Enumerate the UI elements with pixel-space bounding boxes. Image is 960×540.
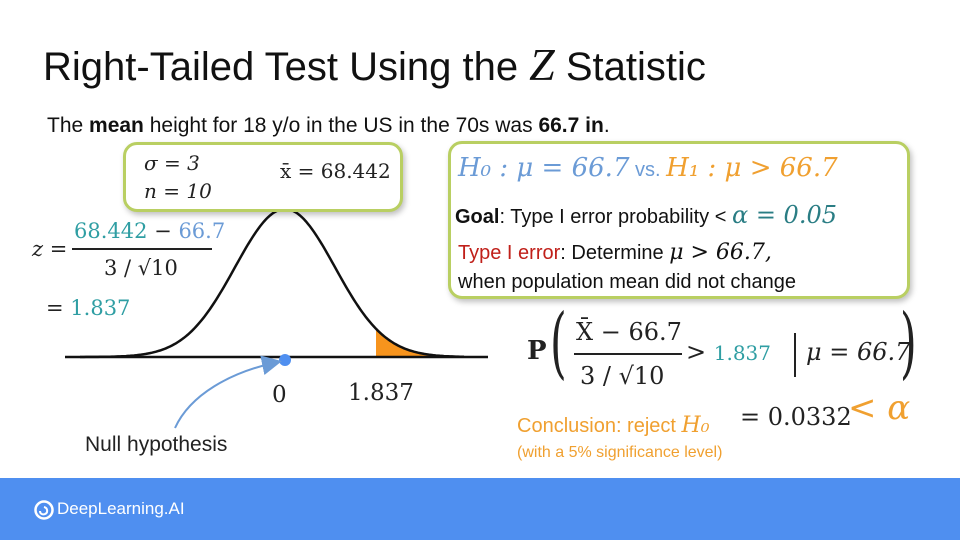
footer-bar: DeepLearning.AI — [0, 478, 960, 540]
axis-label-critical: 1.837 — [348, 380, 414, 406]
type-one-error-text: : Determine — [560, 242, 670, 264]
type-one-error-line: Type I error: Determine μ > 66.7, — [458, 240, 772, 265]
brand-name: DeepLearning.AI — [57, 499, 185, 518]
conclusion-h0: H₀ — [681, 413, 710, 438]
sigma-value: σ = 3 — [144, 151, 200, 175]
z-result-value: 1.837 — [70, 296, 131, 320]
right-paren: ) — [900, 298, 917, 388]
rejection-tail-area — [377, 329, 450, 357]
null-hypothesis-arrow — [174, 355, 282, 429]
null-mean-point — [279, 354, 291, 366]
gt-symbol: > — [686, 338, 714, 366]
bell-curve — [80, 207, 465, 359]
less-than-alpha: < α — [848, 388, 911, 428]
axis-label-zero: 0 — [272, 382, 287, 408]
null-hypothesis-label: Null hypothesis — [85, 433, 228, 456]
goal-line: Goal: Type I error probability < α = 0.0… — [455, 201, 837, 229]
probability-numerator: X̄ − 66.7 — [576, 318, 682, 346]
null-hypothesis: H₀ : μ = 66.7 — [458, 153, 630, 183]
goal-text: : Type I error probability < — [499, 206, 732, 228]
type-one-error-label: Type I error — [458, 242, 561, 264]
probability-z-value: 1.837 — [713, 341, 772, 365]
alpha-value: α = 0.05 — [731, 201, 837, 229]
slide-title: Right-Tailed Test Using the Z Statistic — [43, 38, 706, 91]
z-result: = 1.837 — [46, 296, 130, 320]
title-suffix: Statistic — [554, 45, 706, 89]
hypothesis-box: H₀ : μ = 66.7 vs. H₁ : μ > 66.7 Goal: Ty… — [448, 141, 910, 299]
intro-part2: height for 18 y/o in the US in the 70s w… — [143, 114, 539, 137]
alternative-hypothesis: H₁ : μ > 66.7 — [666, 153, 838, 183]
probability-denominator: 3 / √10 — [580, 362, 665, 390]
sample-size: n = 10 — [144, 179, 212, 203]
z-denominator: 3 / √10 — [104, 256, 178, 280]
significance-note: (with a 5% significance level) — [517, 444, 723, 461]
conclusion-text: Conclusion: reject — [517, 415, 682, 437]
intro-part3: . — [603, 114, 610, 137]
z-numerator-mu: 66.7 — [178, 219, 226, 243]
probability-condition: μ = 66.7 — [806, 338, 911, 366]
left-paren: ( — [550, 298, 567, 388]
goal-label: Goal — [455, 206, 500, 228]
conclusion-line: Conclusion: reject H₀ — [517, 413, 710, 438]
sample-stats-box: σ = 3 n = 10 x̄ = 68.442 — [123, 142, 403, 212]
z-minus: − — [147, 219, 179, 243]
probability-greater-than: > 1.837 — [686, 338, 771, 366]
z-numerator-sample-mean: 68.442 — [74, 219, 148, 243]
intro-part1: The — [47, 114, 90, 137]
hypotheses-line: H₀ : μ = 66.7 vs. H₁ : μ > 66.7 — [458, 152, 838, 183]
deeplearning-logo-icon — [34, 500, 54, 520]
z-equals: z = — [32, 237, 68, 261]
intro-mean: mean — [89, 114, 144, 137]
hypothesis-vs: vs. — [629, 159, 667, 181]
z-result-eq: = — [46, 296, 64, 320]
title-prefix: Right-Tailed Test Using the — [43, 45, 530, 89]
intro-value: 66.7 in — [538, 114, 604, 137]
conditional-bar — [794, 333, 796, 377]
type-one-error-line2: when population mean did not change — [458, 271, 797, 293]
title-variable: Z — [529, 39, 555, 90]
type-one-error-math: μ > 66.7, — [669, 240, 772, 265]
p-value: = 0.0332 — [740, 403, 852, 431]
intro-text: The mean height for 18 y/o in the US in … — [47, 114, 610, 138]
sample-mean: x̄ = 68.442 — [280, 159, 391, 183]
normal-curve-diagram — [65, 207, 488, 429]
probability-symbol: P — [527, 336, 547, 366]
z-numerator: 68.442 − 66.7 — [74, 219, 225, 243]
z-fraction-bar — [72, 248, 212, 250]
probability-fraction-bar — [574, 353, 682, 355]
